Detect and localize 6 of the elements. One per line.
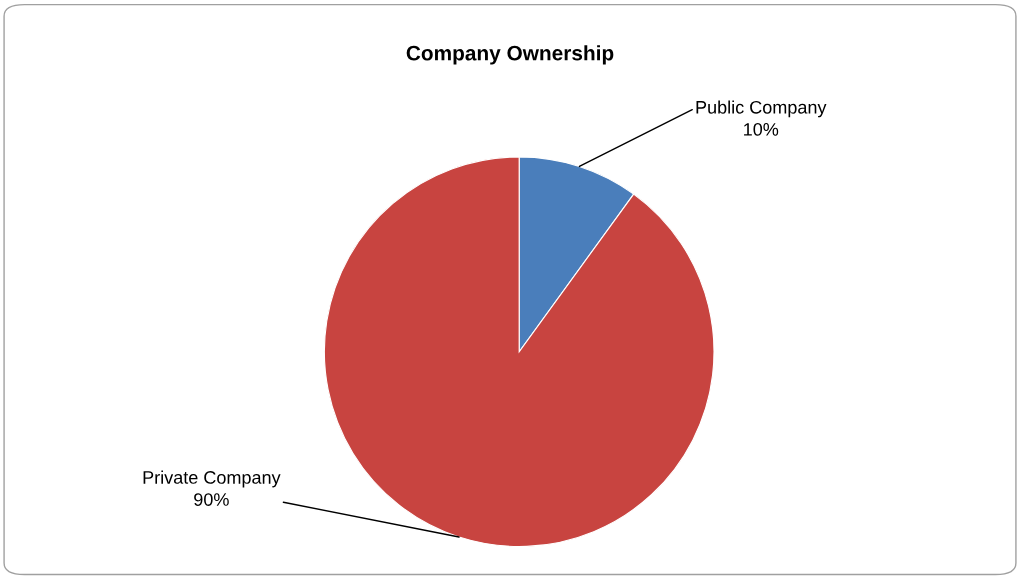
data-label: 10% xyxy=(744,122,779,136)
slice-label: Private Company xyxy=(143,470,281,488)
slice-label: Public Company xyxy=(696,100,827,118)
chart-title: Company Ownership xyxy=(406,45,614,65)
data-label: 90% xyxy=(194,493,229,506)
pie-slice xyxy=(323,156,715,548)
